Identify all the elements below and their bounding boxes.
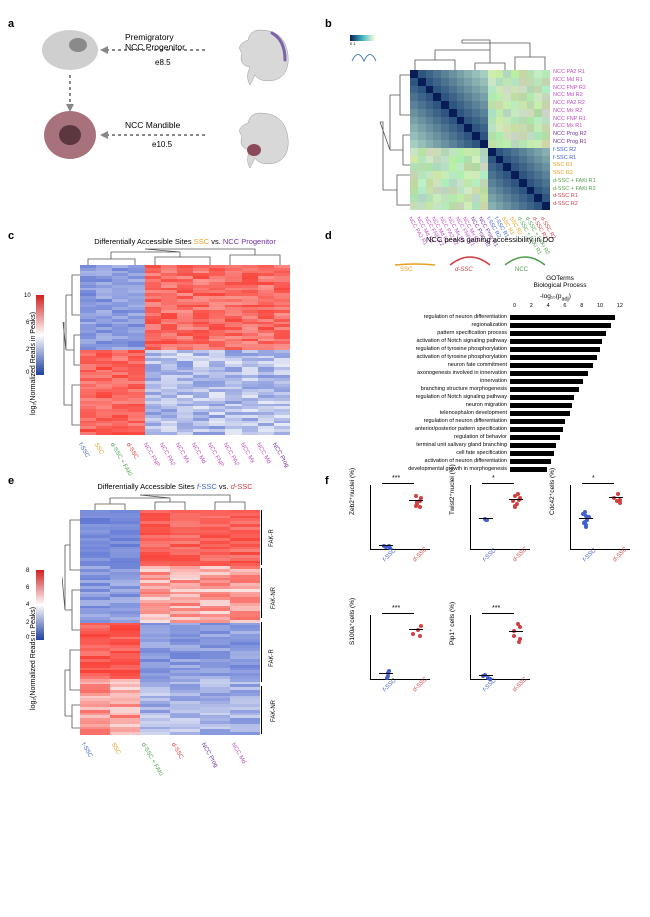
panel-b-correlation: 0 1 NCC PA2 R1NCC Md R1NCC FNP R2NCC Md … xyxy=(340,20,640,220)
panel-c-heatmap: Differentially Accessible Sites SSC vs. … xyxy=(20,235,310,455)
panel-e-heatmap: Differentially Accessible Sites f-SSC vs… xyxy=(20,480,310,760)
panel-c-title: Differentially Accessible Sites SSC vs. … xyxy=(75,237,295,246)
colorbar-c xyxy=(36,295,44,375)
prog-label: PremigratoryNCC Progenitor xyxy=(125,32,185,52)
colorbar-e xyxy=(36,570,44,640)
fak-r-1: FAK-R xyxy=(269,529,275,547)
curve-label-ssc: SSC xyxy=(400,267,412,273)
fak-nr-2: FAK-NR xyxy=(271,700,277,722)
curve-label-ncc: NCC xyxy=(515,267,528,273)
panel-label-c: c xyxy=(8,230,14,242)
panel-label-f: f xyxy=(325,475,329,487)
heatmap-e-grid xyxy=(80,510,260,735)
panel-d-goterms: NCC peaks gaining accessibility in DO SS… xyxy=(340,235,640,455)
fak-nr-1: FAK-NR xyxy=(271,587,277,609)
colorbar-b: 0 1 xyxy=(350,35,380,65)
go-bars: regulation of neuron differentiationregi… xyxy=(340,313,630,473)
panel-e-title: Differentially Accessible Sites f-SSC vs… xyxy=(75,482,275,491)
fak-r-2: FAK-R xyxy=(269,649,275,667)
panel-label-b: b xyxy=(325,18,332,30)
panel-label-d: d xyxy=(325,230,332,242)
correlation-heatmap xyxy=(410,70,550,210)
go-x-ticks: 024681012 xyxy=(513,303,623,309)
heatmap-c-grid xyxy=(80,265,290,435)
panel-label-a: a xyxy=(8,18,14,30)
mand-time: e10.5 xyxy=(152,140,172,149)
peak-curves xyxy=(390,247,560,271)
mand-label: NCC Mandible xyxy=(125,120,180,130)
panel-d-title: NCC peaks gaining accessibility in DO xyxy=(380,235,600,244)
curve-label-dssc: d-SSC xyxy=(455,267,473,273)
panel-a-schematic: PremigratoryNCC Progenitor e8.5 NCC Mand… xyxy=(30,20,320,170)
go-xaxis-label: -log₁₀(padj) xyxy=(540,293,571,302)
panel-label-e: e xyxy=(8,475,14,487)
prog-time: e8.5 xyxy=(155,58,171,67)
go-subtitle: GOTermsBiological Process xyxy=(515,275,605,289)
panel-f-dotplots: Zeb2⁺nuclei (%)f-SSCd-SSC***Twist2⁺nucle… xyxy=(340,480,640,760)
